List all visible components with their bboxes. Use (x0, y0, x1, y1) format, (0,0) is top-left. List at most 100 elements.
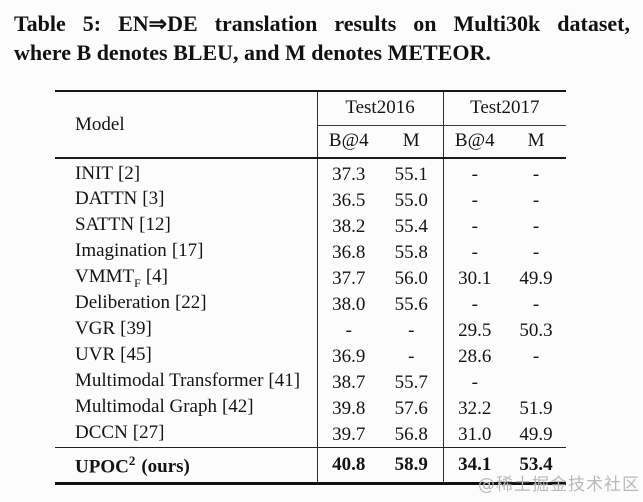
model-cell: UVR [45] (55, 344, 317, 370)
value-cell: 49.9 (519, 267, 553, 289)
value-cell: 38.0 (316, 291, 380, 318)
value-cell: 49.9 (519, 423, 553, 445)
column-group-test2017: Test2017 (442, 91, 567, 126)
model-name: INIT (75, 163, 113, 184)
value-cell: - (532, 293, 540, 315)
model-superscript: 2 (128, 452, 136, 468)
column-header-model: Model (75, 113, 125, 135)
model-cell: INIT [2] (55, 158, 317, 188)
model-cell: VGR [39] (55, 318, 317, 344)
value-cell: 56.8 (394, 423, 428, 445)
model-cell: Multimodal Transformer [41] (55, 370, 317, 396)
table-row: Imagination [17] 36.8 55.8 - - (55, 239, 566, 266)
value-cell: - (532, 164, 540, 186)
value-cell: 55.8 (394, 241, 428, 263)
column-header-meteor-2016: M (402, 130, 420, 152)
table-caption: Table 5: EN⇒DE translation results on Mu… (14, 9, 630, 67)
model-name: DCCN (75, 422, 128, 444)
value-cell: 37.3 (316, 158, 380, 188)
citation-ref: [2] (117, 163, 141, 184)
column-header-bleu-2017: B@4 (442, 125, 507, 158)
model-name: Imagination (75, 240, 167, 262)
table-row: SATTN [12] 38.2 55.4 - - (55, 213, 566, 240)
citation-ref: [27] (132, 422, 165, 444)
value-cell: 38.7 (316, 369, 380, 396)
group-header-row: Model Test2016 Test2017 (55, 91, 567, 135)
value-cell: - (408, 319, 415, 341)
citation-ref: [39] (120, 318, 152, 340)
citation-ref: [3] (142, 188, 165, 210)
model-cell: DATTN [3] (55, 188, 317, 214)
value-cell: - (442, 239, 507, 266)
value-cell: 28.6 (442, 343, 507, 370)
value-cell: 37.7 (316, 265, 380, 292)
value-cell: 53.4 (519, 454, 553, 476)
citation-ref: [22] (174, 292, 207, 314)
model-name: UPOC (75, 455, 129, 477)
model-name: VMMT (75, 266, 135, 288)
table-row: UVR [45] 36.9 - 28.6 - (55, 343, 566, 370)
model-cell: DCCN [27] (55, 422, 317, 448)
value-cell: 55.1 (394, 164, 428, 186)
table-row-ours: UPOC2 (ours) 40.8 58.9 34.1 53.4 (55, 447, 567, 484)
value-cell: 55.0 (394, 189, 428, 211)
value-cell: 32.2 (442, 395, 507, 422)
table-row: DATTN [3] 36.5 55.0 - - (55, 187, 566, 214)
column-header-bleu-2016: B@4 (316, 125, 380, 158)
value-cell: 50.3 (519, 319, 553, 341)
model-cell: Deliberation [22] (55, 292, 317, 318)
citation-ref: [42] (221, 396, 254, 418)
model-name: Deliberation (75, 292, 170, 314)
table-body: INIT [2] 37.3 55.1 - - DATTN [3] 36.5 55.0… (55, 158, 567, 484)
table-row: VGR [39] - - 29.5 50.3 (55, 317, 566, 344)
value-cell: 30.1 (442, 265, 507, 292)
value-cell: 56.0 (394, 267, 428, 289)
table-header: Model Test2016 Test2017 B@4 M B@4 M (55, 91, 567, 158)
model-subscript: F (134, 276, 141, 291)
value-cell: 40.8 (316, 447, 380, 484)
table-row: Deliberation [22] 38.0 55.6 - - (55, 291, 566, 318)
model-cell: Multimodal Graph [42] (55, 396, 317, 422)
value-cell: 55.7 (394, 371, 428, 393)
value-cell: 55.6 (394, 293, 428, 315)
citation-ref: [4] (145, 266, 168, 288)
value-cell: - (532, 215, 540, 237)
value-cell: 39.7 (316, 421, 380, 448)
model-cell: VMMTF [4] (55, 266, 317, 292)
value-cell (506, 370, 566, 396)
caption-line-1: Table 5: EN⇒DE translation results on Mu… (14, 11, 630, 36)
table-row: Multimodal Transformer [41] 38.7 55.7 - (55, 369, 566, 396)
value-cell: 55.4 (394, 215, 428, 237)
value-cell: - (442, 158, 507, 188)
value-cell: 51.9 (519, 397, 553, 419)
table-row: INIT [2] 37.3 55.1 - - (55, 158, 566, 188)
column-header-meteor-2017: M (527, 130, 545, 152)
column-group-test2016: Test2016 (316, 91, 444, 126)
value-cell: - (532, 189, 540, 211)
model-cell: SATTN [12] (55, 214, 317, 240)
citation-ref: [17] (171, 240, 204, 262)
value-cell: - (408, 345, 415, 367)
ours-label: (ours) (141, 455, 190, 477)
value-cell: 36.8 (316, 239, 380, 266)
table-row: DCCN [27] 39.7 56.8 31.0 49.9 (55, 421, 566, 448)
value-cell: 39.8 (316, 395, 380, 422)
caption-line-2: where B denotes BLEU, and M denotes METE… (14, 40, 491, 65)
citation-ref: [45] (120, 344, 152, 366)
value-cell: 29.5 (442, 317, 507, 344)
model-name: SATTN (75, 214, 135, 236)
value-cell: 38.2 (316, 213, 380, 240)
model-name: Multimodal Transformer (75, 370, 264, 392)
value-cell: - (532, 241, 540, 263)
value-cell: - (316, 317, 380, 344)
model-name: VGR (75, 318, 116, 340)
value-cell: 31.0 (442, 421, 507, 448)
value-cell: - (442, 369, 507, 396)
value-cell: 34.1 (442, 447, 507, 484)
model-name: Multimodal Graph (75, 396, 217, 418)
value-cell: 36.9 (316, 343, 380, 370)
citation-ref: [41] (268, 370, 301, 392)
model-name: DATTN (75, 188, 138, 210)
value-cell: - (532, 345, 540, 367)
table-row: Multimodal Graph [42] 39.8 57.6 32.2 51.9 (55, 395, 566, 422)
